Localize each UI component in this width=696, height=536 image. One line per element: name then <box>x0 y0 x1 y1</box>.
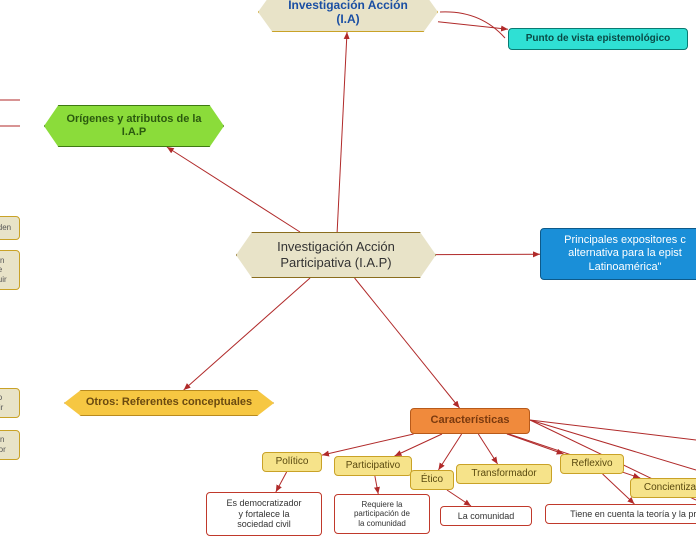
edge-top_ia-epistem <box>438 22 508 30</box>
edge-caract-transf <box>478 434 497 464</box>
node-side2: un e guir <box>0 250 20 290</box>
node-side3: o tir <box>0 388 20 418</box>
edge-caract-politico <box>322 434 414 455</box>
edge-center-caract <box>355 278 460 408</box>
edge-etico-lacomun <box>447 490 471 506</box>
edge-center-origenes <box>167 147 300 232</box>
node-epistem: Punto de vista epistemológico <box>508 28 688 50</box>
node-otros: Otros: Referentes conceptuales <box>64 390 274 416</box>
node-side4: un dor <box>0 430 20 460</box>
node-concient: Concientiza <box>630 478 696 498</box>
edge-particip-requiere <box>375 476 378 494</box>
node-origenes: Orígenes y atributos de la I.A.P <box>44 105 224 147</box>
edge-politico-democ <box>276 472 287 492</box>
edge-caract-reflex <box>507 434 564 454</box>
node-etico: Ético <box>410 470 454 490</box>
node-reflex: Reflexivo <box>560 454 624 474</box>
node-center: Investigación Acción Participativa (I.A.… <box>236 232 436 278</box>
node-teoria: Tiene en cuenta la teoría y la práctica <box>545 504 696 524</box>
node-caract: Características <box>410 408 530 434</box>
node-top_ia: Investigación Acción (I.A) <box>258 0 438 32</box>
node-side1: ueden <box>0 216 20 240</box>
node-particip: Participativo <box>334 456 412 476</box>
node-lacomun: La comunidad <box>440 506 532 526</box>
node-politico: Político <box>262 452 322 472</box>
node-requiere: Requiere la participación de la comunida… <box>334 494 430 534</box>
edge-center-top_ia <box>337 32 347 232</box>
node-transf: Transformador <box>456 464 552 484</box>
edge-center-otros <box>184 278 310 390</box>
edge-caract-particip <box>395 434 442 456</box>
node-expositores: Principales expositores c alternativa pa… <box>540 228 696 280</box>
node-democ: Es democratizador y fortalece la socieda… <box>206 492 322 536</box>
